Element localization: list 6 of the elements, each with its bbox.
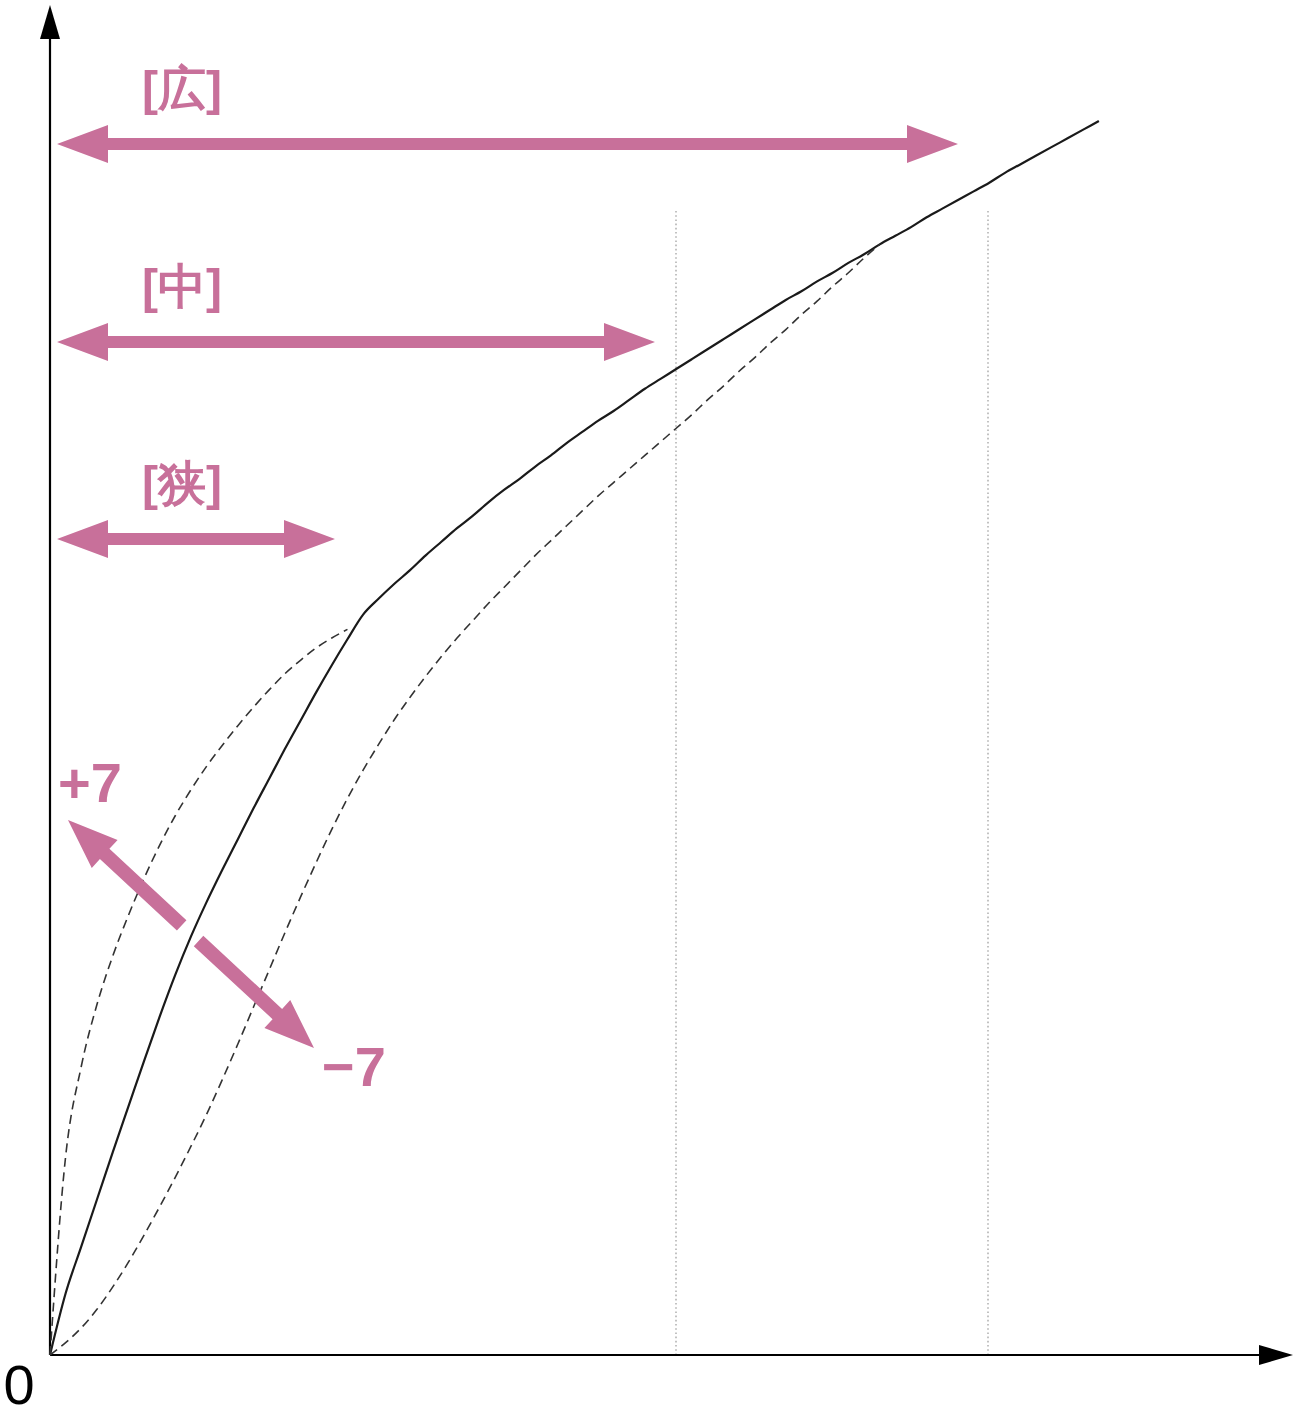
annotation: [狭] [142,457,222,510]
annotation: +7 [58,751,122,814]
annotation: 0 [3,1353,35,1409]
annotation: [中] [142,260,222,313]
annotation: −7 [322,1035,386,1098]
annotation: [広] [142,62,222,115]
